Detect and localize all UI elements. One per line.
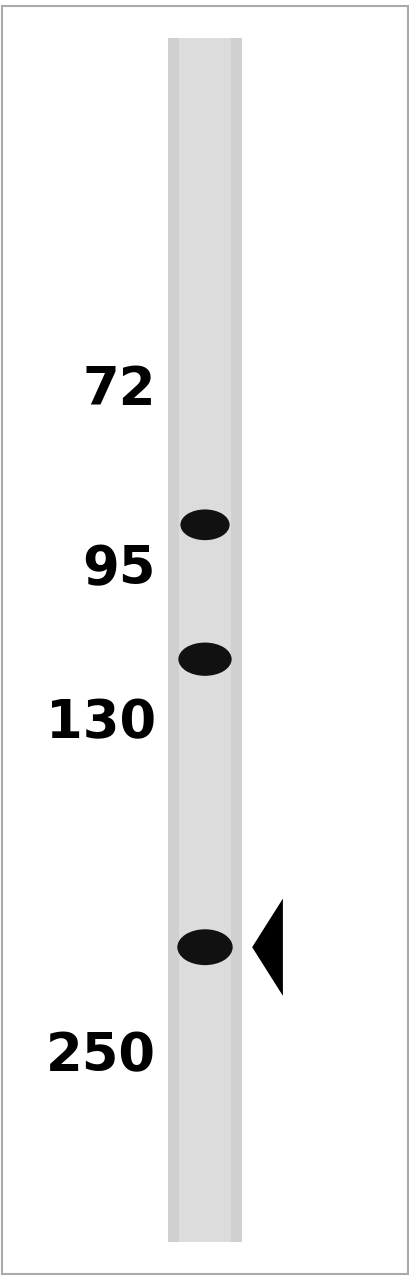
Text: 72: 72: [82, 365, 155, 416]
Ellipse shape: [177, 929, 232, 965]
Text: 95: 95: [82, 544, 155, 595]
Text: 250: 250: [46, 1030, 155, 1082]
Ellipse shape: [178, 643, 231, 676]
Bar: [168, 38, 241, 1242]
Ellipse shape: [180, 509, 229, 540]
Polygon shape: [252, 899, 282, 996]
Text: 130: 130: [45, 698, 155, 749]
Bar: [179, 38, 230, 1242]
